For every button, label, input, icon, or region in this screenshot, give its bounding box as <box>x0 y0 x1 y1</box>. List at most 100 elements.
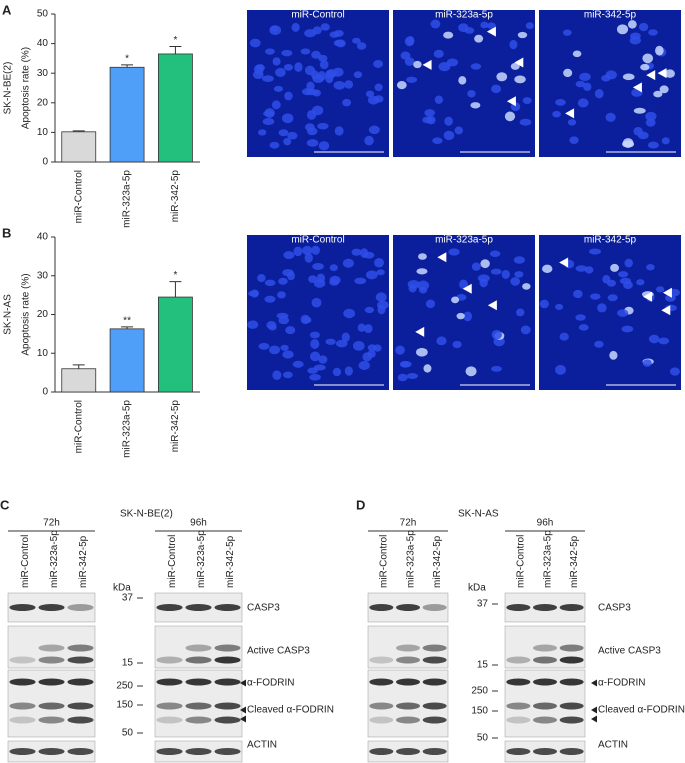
nucleus <box>648 334 660 344</box>
nucleus <box>423 364 432 373</box>
nucleus <box>622 73 635 81</box>
nucleus <box>333 39 345 47</box>
lane-label: miR-323a-5p <box>405 530 416 588</box>
nucleus <box>655 45 664 56</box>
nucleus <box>480 259 490 269</box>
nucleus <box>368 125 380 135</box>
nucleus <box>575 265 588 272</box>
nucleus <box>433 49 444 58</box>
blot-band <box>559 678 584 686</box>
nucleus <box>653 90 663 98</box>
nucleus <box>376 269 385 276</box>
nucleus <box>258 342 270 350</box>
nucleus <box>280 344 289 351</box>
nucleus <box>642 359 652 367</box>
nucleus <box>664 69 675 78</box>
micrograph-label: miR-Control <box>291 235 344 246</box>
nucleus <box>422 116 434 124</box>
nucleus <box>313 278 326 288</box>
nucleus <box>504 111 516 122</box>
nucleus <box>444 116 453 126</box>
lane-label: miR-Control <box>379 535 390 588</box>
nucleus <box>356 42 367 50</box>
lane-label: miR-342-5p <box>432 535 443 588</box>
bar <box>158 296 193 393</box>
nucleus <box>474 34 484 43</box>
nucleus <box>365 90 375 98</box>
nucleus <box>491 329 502 340</box>
nucleus <box>306 88 319 96</box>
nucleus <box>594 88 604 99</box>
lane-label: miR-342-5p <box>225 535 236 588</box>
nucleus <box>451 296 460 304</box>
bar <box>109 328 145 393</box>
nucleus <box>309 374 321 381</box>
nucleus <box>294 62 303 72</box>
nucleus <box>496 72 508 82</box>
nucleus <box>542 264 553 273</box>
band-arrow <box>591 706 597 714</box>
nucleus <box>396 81 407 90</box>
nucleus <box>514 271 524 278</box>
nucleus <box>590 293 601 300</box>
nucleus <box>490 268 502 275</box>
nucleus <box>463 311 473 322</box>
nucleus <box>367 344 377 352</box>
nucleus <box>406 76 418 83</box>
nucleus <box>605 112 616 122</box>
marker-label: 250 <box>116 681 133 692</box>
nucleus <box>602 274 611 284</box>
blot-band <box>67 716 94 724</box>
blot-band <box>396 604 420 611</box>
blot-band <box>185 656 212 664</box>
nucleus <box>413 60 422 69</box>
nucleus <box>310 339 320 349</box>
arrowhead <box>632 82 642 93</box>
nucleus <box>509 39 518 50</box>
nucleus <box>609 350 618 360</box>
nucleus <box>416 347 428 357</box>
nucleus <box>501 269 510 279</box>
nucleus <box>285 326 296 335</box>
nucleus <box>522 283 531 290</box>
bar <box>158 53 193 163</box>
nucleus <box>559 332 569 341</box>
nucleus <box>470 102 481 109</box>
nucleus <box>452 340 462 349</box>
nucleus <box>253 64 264 75</box>
nucleus <box>283 251 295 260</box>
nucleus <box>283 137 292 146</box>
nucleus <box>400 51 411 60</box>
nucleus <box>307 127 318 136</box>
nucleus <box>416 268 428 275</box>
nucleus <box>465 366 477 377</box>
nucleus <box>344 80 354 89</box>
nucleus <box>575 80 586 88</box>
nucleus <box>312 74 325 84</box>
nucleus <box>374 95 384 103</box>
blot-band <box>533 702 557 710</box>
blot-band <box>185 678 212 686</box>
nucleus <box>594 340 604 348</box>
blot-band <box>156 748 183 755</box>
nucleus <box>616 24 629 35</box>
blot-band <box>559 716 584 724</box>
nucleus <box>658 337 670 345</box>
blot-band <box>214 678 241 686</box>
blot-band <box>67 748 94 755</box>
nucleus <box>446 58 459 67</box>
nucleus <box>367 349 376 358</box>
nucleus <box>584 266 594 274</box>
nucleus <box>364 135 374 146</box>
nucleus <box>486 22 496 29</box>
blot-band <box>214 702 241 710</box>
error-bar <box>169 46 182 54</box>
blot-band <box>559 604 584 611</box>
nucleus <box>344 366 353 376</box>
error-bar <box>72 364 85 369</box>
y-tick-label: 50 <box>37 9 49 20</box>
nucleus <box>269 345 281 355</box>
lane-label: miR-323a-5p <box>542 530 553 588</box>
bar <box>61 368 97 393</box>
